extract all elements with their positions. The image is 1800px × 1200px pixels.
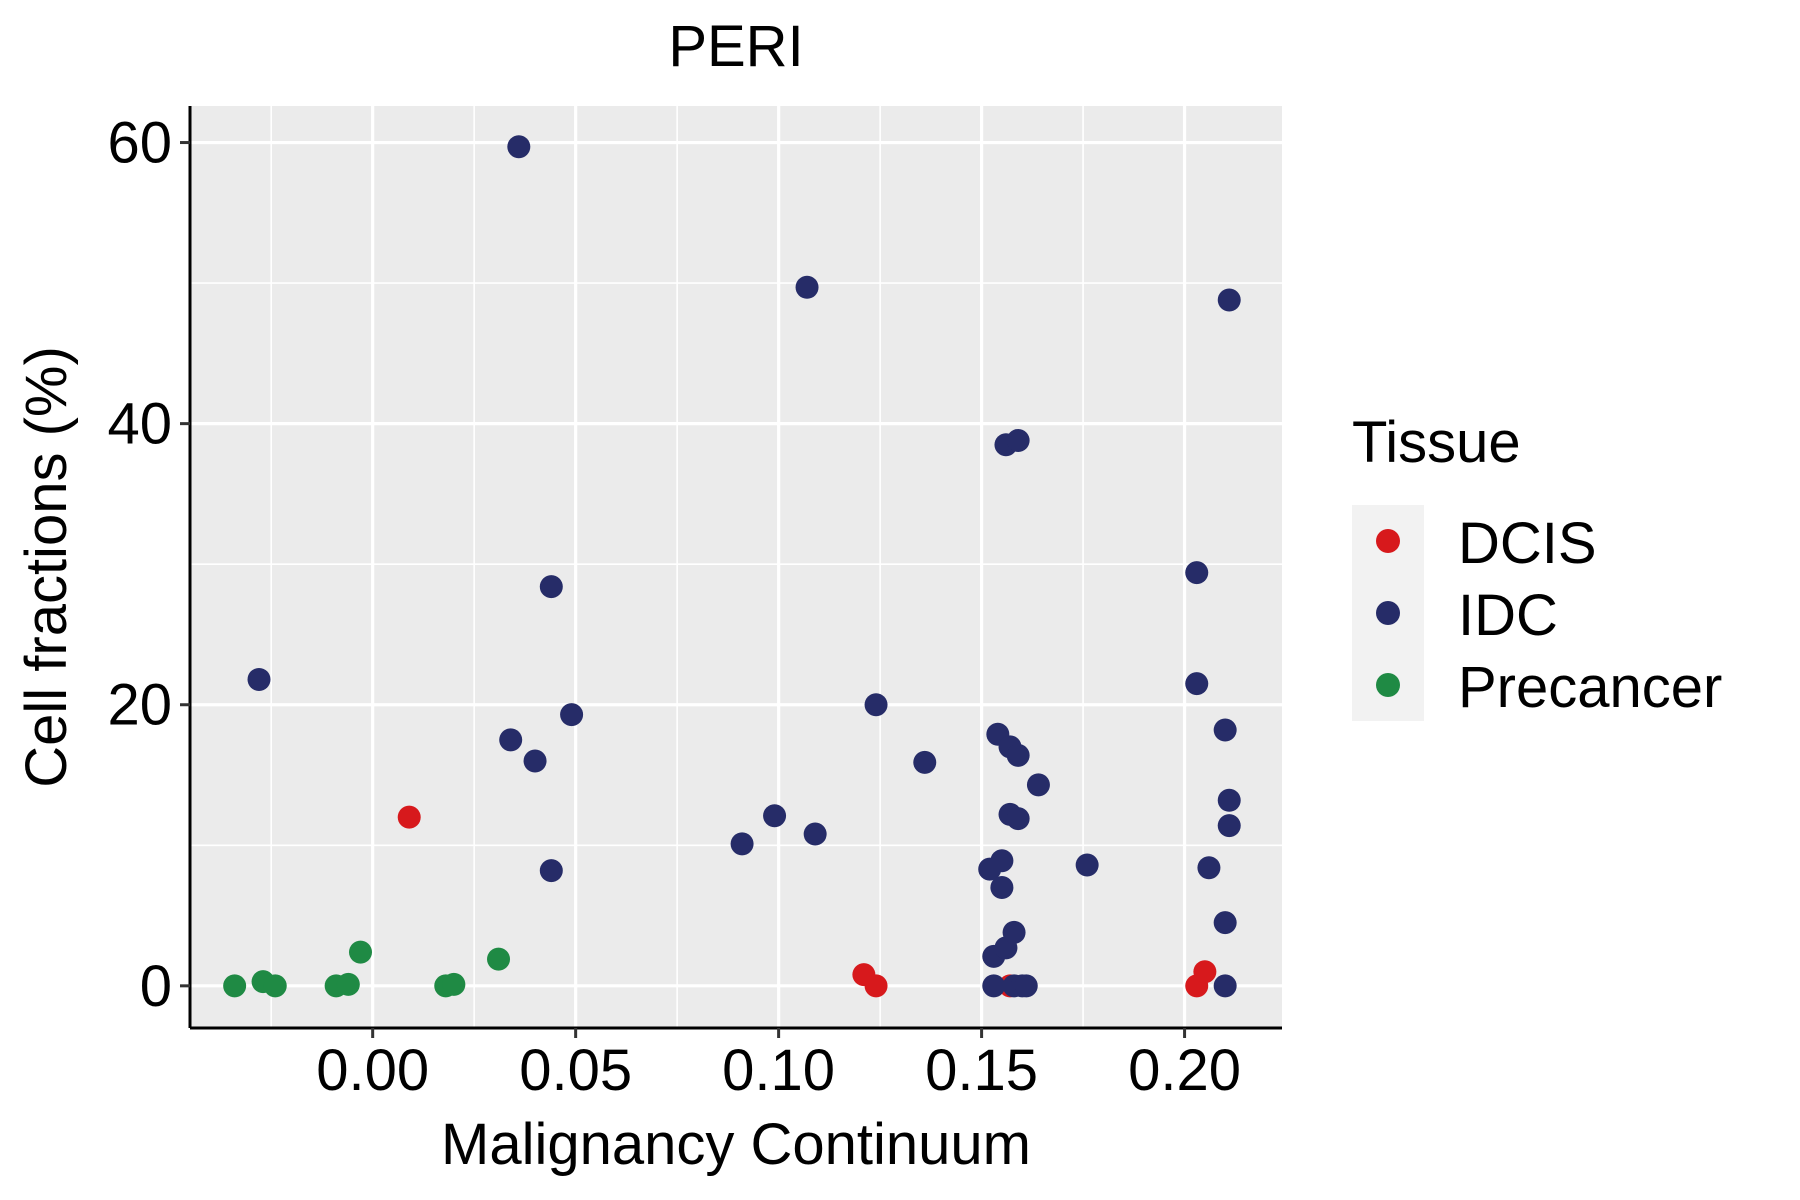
point-idc [1026, 773, 1050, 797]
point-idc [1075, 853, 1099, 877]
y-tick-label: 60 [107, 111, 172, 176]
plot-panel [190, 106, 1282, 1028]
point-idc [982, 974, 1006, 998]
point-precancer [487, 947, 511, 971]
point-idc [1185, 672, 1209, 696]
point-idc [763, 804, 787, 828]
data-points [223, 135, 1241, 998]
x-tick-label: 0.10 [722, 1038, 835, 1103]
point-idc [1197, 856, 1221, 880]
x-tick-label: 0.05 [519, 1038, 632, 1103]
x-axis-ticks: 0.00 0.05 0.10 0.15 0.20 [316, 1028, 1241, 1103]
y-axis-title: Cell fractions (%) [14, 346, 79, 788]
point-idc [1213, 911, 1237, 935]
point-idc [864, 693, 888, 717]
y-tick-label: 40 [107, 392, 172, 457]
point-idc [913, 750, 937, 774]
legend-key-precancer [1376, 673, 1400, 697]
x-tick-label: 0.15 [925, 1038, 1038, 1103]
x-tick-label: 0.20 [1128, 1038, 1241, 1103]
legend-label-idc: IDC [1458, 583, 1558, 648]
point-idc [1213, 974, 1237, 998]
x-tick-label: 0.00 [316, 1038, 429, 1103]
point-idc [1006, 807, 1030, 831]
legend: Tissue DCIS IDC Precancer [1352, 410, 1722, 721]
point-idc [539, 575, 563, 599]
point-idc [1006, 743, 1030, 767]
legend-label-dcis: DCIS [1458, 511, 1597, 576]
point-idc [1014, 974, 1038, 998]
point-idc [560, 703, 584, 727]
x-axis-title: Malignancy Continuum [441, 1112, 1031, 1177]
point-idc [1002, 920, 1026, 944]
point-idc [990, 849, 1014, 873]
point-precancer [223, 974, 247, 998]
point-idc [1217, 814, 1241, 838]
legend-title: Tissue [1352, 410, 1521, 475]
point-idc [499, 728, 523, 752]
point-idc [1006, 429, 1030, 453]
point-idc [1185, 561, 1209, 585]
point-dcis [397, 805, 421, 829]
point-idc [523, 749, 547, 773]
chart-title: PERI [668, 14, 803, 79]
legend-key-idc [1376, 601, 1400, 625]
point-precancer [336, 972, 360, 996]
point-idc [1213, 718, 1237, 742]
point-idc [247, 667, 271, 691]
point-precancer [442, 972, 466, 996]
legend-key-dcis [1376, 529, 1400, 553]
point-idc [795, 275, 819, 299]
point-idc [1217, 788, 1241, 812]
point-precancer [263, 974, 287, 998]
y-tick-label: 0 [140, 954, 172, 1019]
y-axis-ticks: 0 20 40 60 [107, 111, 190, 1019]
point-precancer [348, 940, 372, 964]
point-idc [990, 875, 1014, 899]
legend-label-precancer: Precancer [1458, 655, 1722, 720]
point-dcis [864, 974, 888, 998]
point-dcis [1193, 960, 1217, 984]
point-idc [803, 822, 827, 846]
y-tick-label: 20 [107, 673, 172, 738]
point-idc [507, 135, 531, 159]
point-idc [539, 859, 563, 883]
point-idc [1217, 288, 1241, 312]
point-idc [730, 832, 754, 856]
